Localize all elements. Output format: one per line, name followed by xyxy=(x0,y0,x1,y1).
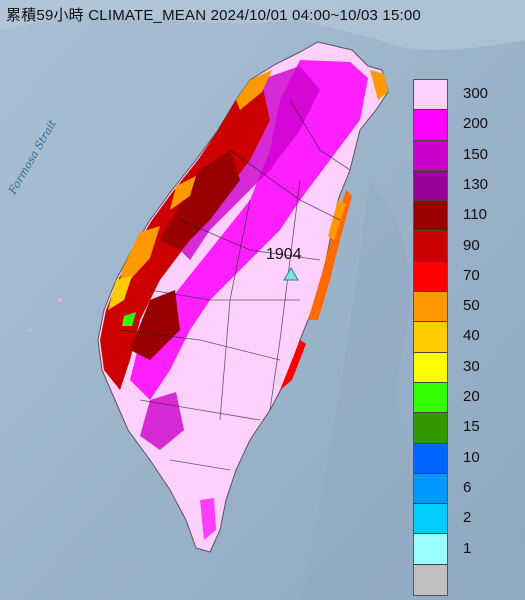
legend-swatch xyxy=(414,261,447,293)
legend-label: 15 xyxy=(463,418,480,436)
legend-swatch xyxy=(414,292,447,323)
legend-swatch xyxy=(414,140,447,171)
station-label: 1904 xyxy=(266,246,302,263)
legend-swatch xyxy=(414,80,447,111)
legend-label: 130 xyxy=(463,175,489,193)
legend-swatch xyxy=(414,504,447,535)
legend-swatch xyxy=(414,352,447,383)
legend-swatch xyxy=(414,473,447,505)
legend-swatch xyxy=(414,322,447,353)
legend-swatch xyxy=(414,110,447,141)
legend-label: 70 xyxy=(463,266,480,284)
taiwan-island xyxy=(97,41,389,553)
legend-swatch xyxy=(414,534,447,565)
legend-label: 200 xyxy=(463,115,489,133)
color-legend xyxy=(413,79,448,597)
legend-label: 10 xyxy=(463,448,480,466)
legend-swatch xyxy=(414,231,447,262)
legend-label: 300 xyxy=(463,85,489,102)
legend-label: 110 xyxy=(463,206,487,224)
legend-label: 2 xyxy=(463,509,472,527)
legend-swatch xyxy=(414,201,447,232)
legend-label: 6 xyxy=(463,478,472,496)
legend-label: 30 xyxy=(463,357,480,375)
legend-swatch xyxy=(414,382,447,414)
legend-label: 150 xyxy=(463,145,489,163)
legend-swatch xyxy=(414,443,447,474)
legend-label: 40 xyxy=(463,327,480,345)
legend-label: 20 xyxy=(463,388,480,405)
legend-swatch xyxy=(414,170,447,202)
legend-label: 50 xyxy=(463,297,480,315)
legend-swatch xyxy=(414,413,447,444)
legend-swatch xyxy=(414,564,447,596)
triangle-icon xyxy=(283,267,299,281)
legend-label: 90 xyxy=(463,236,480,254)
legend-label: 1 xyxy=(463,539,472,557)
map-title: 累積59小時 CLIMATE_MEAN 2024/10/01 04:00~10/… xyxy=(6,7,421,24)
